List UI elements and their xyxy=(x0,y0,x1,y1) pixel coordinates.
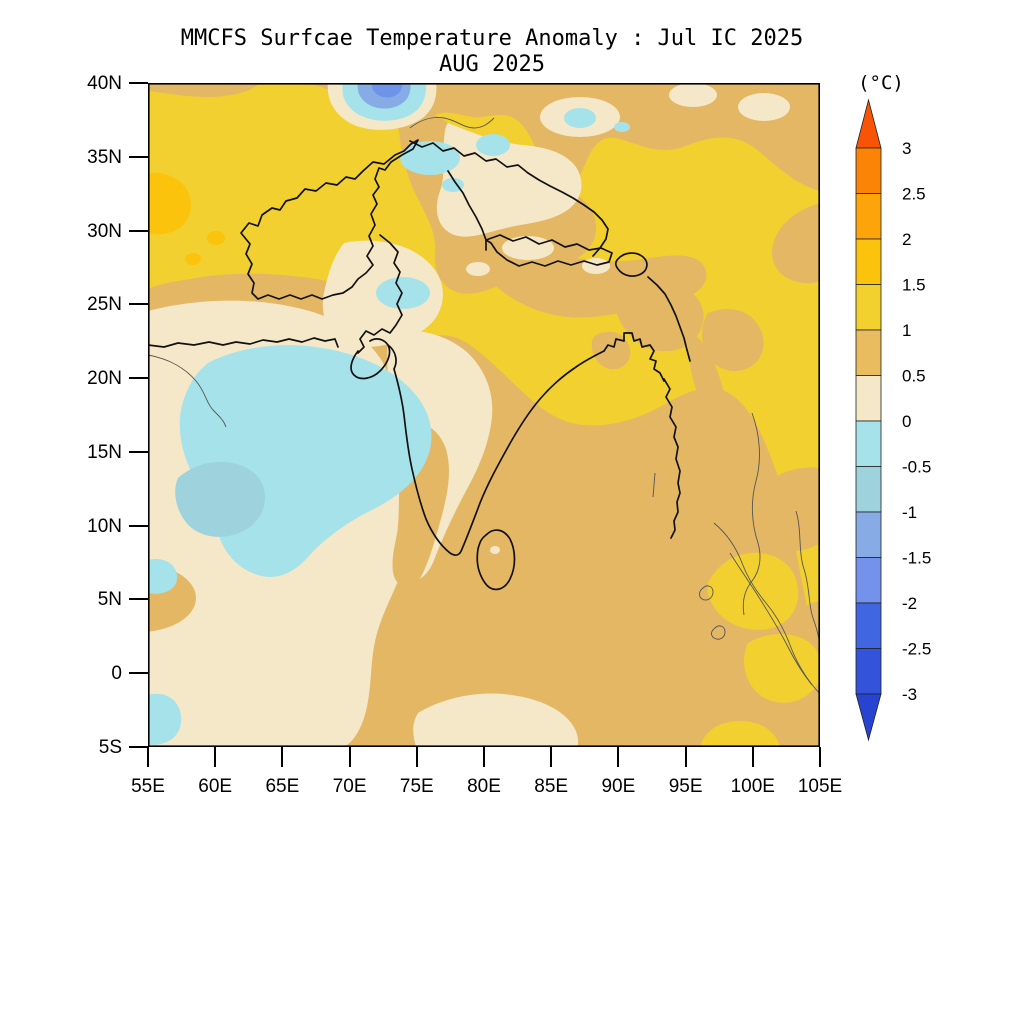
colorbar-level-label: -2 xyxy=(902,594,917,613)
lat-tick xyxy=(129,82,148,84)
colorbar-level-label: -1 xyxy=(902,503,917,522)
figure-title-block: MMCFS Surfcae Temperature Anomaly : Jul … xyxy=(130,26,854,78)
lat-tick xyxy=(129,377,148,380)
lat-tick-label: 10N xyxy=(87,515,122,537)
lon-tick-label: 60E xyxy=(198,776,233,797)
lon-tick-label: 85E xyxy=(534,776,569,797)
lat-tick xyxy=(129,598,148,601)
colorbar-segment xyxy=(855,329,882,376)
lon-tick-label: 65E xyxy=(265,776,300,797)
coastline-layer xyxy=(148,139,691,591)
lat-tick-label: 5N xyxy=(97,589,122,611)
colorbar-level-label: -3 xyxy=(902,685,917,704)
lon-tick-label: 100E xyxy=(730,776,775,797)
lat-tick xyxy=(129,155,148,158)
colorbar-level-label: 3 xyxy=(902,139,911,158)
lon-tick-label: 95E xyxy=(668,776,703,797)
colorbar-segment xyxy=(855,602,882,649)
colorbar-level-label: -1.5 xyxy=(902,549,931,568)
colorbar-segment xyxy=(855,98,882,149)
lon-tick-label: 80E xyxy=(467,776,501,797)
lon-tick-label: 55E xyxy=(131,776,165,797)
lat-tick-label: 30N xyxy=(87,220,122,242)
lon-tick xyxy=(348,747,351,767)
colorbar-svg: 3 2.5 2 1.5 1 0.5 0 -0.5 -1 -1.5 -2 -2.5 -3 xyxy=(855,98,931,742)
lat-tick-label: 25N xyxy=(87,294,122,316)
lon-tick-label: 75E xyxy=(399,776,434,797)
lon-tick xyxy=(684,747,687,767)
lat-tick xyxy=(129,672,148,675)
lon-tick-label: 105E xyxy=(797,776,843,797)
map-frame-border xyxy=(148,83,820,747)
colorbar-level-label: 2.5 xyxy=(902,185,926,204)
lon-tick xyxy=(617,747,620,767)
figure-title-line2: AUG 2025 xyxy=(439,52,545,77)
lat-tick-label: 40N xyxy=(87,73,122,94)
colorbar-level-label: 1.5 xyxy=(902,276,926,295)
colorbar-segment xyxy=(855,284,882,331)
colorbar-segment xyxy=(855,193,882,240)
colorbar-level-label: -0.5 xyxy=(902,458,931,477)
lon-tick xyxy=(819,747,821,767)
colorbar-unit-label: (°C) xyxy=(858,72,904,94)
colorbar-segment xyxy=(855,648,882,695)
colorbar-segment xyxy=(855,420,882,467)
lat-tick xyxy=(129,303,148,306)
colorbar-segment xyxy=(855,511,882,558)
colorbar-segment xyxy=(855,375,882,422)
lat-tick-label: 0 xyxy=(111,663,122,685)
lon-tick xyxy=(550,747,553,767)
lon-tick xyxy=(483,747,485,767)
anomaly-map-panel xyxy=(148,83,820,747)
colorbar-level-label: 0 xyxy=(902,412,911,431)
colorbar-segment xyxy=(855,466,882,513)
colorbar-level-label: 0.5 xyxy=(902,367,926,386)
lon-tick xyxy=(415,747,418,767)
lon-tick xyxy=(147,747,149,767)
lon-tick xyxy=(214,747,217,767)
colorbar-segment xyxy=(855,147,882,194)
anomaly-fill-layers xyxy=(148,83,820,747)
lon-tick xyxy=(281,747,284,767)
lat-tick-label: 35N xyxy=(87,146,122,168)
figure-title-line1: MMCFS Surfcae Temperature Anomaly : Jul … xyxy=(180,26,804,51)
colorbar-level-label: -2.5 xyxy=(902,640,931,659)
lon-tick xyxy=(751,747,754,767)
lat-tick-label: 20N xyxy=(87,368,122,390)
colorbar-segment xyxy=(855,557,882,604)
thin-border-layer xyxy=(148,117,820,695)
lat-tick xyxy=(129,450,148,453)
lat-tick xyxy=(129,746,148,748)
colorbar-level-label: 2 xyxy=(902,230,911,249)
colorbar-segment xyxy=(855,693,882,742)
lat-tick xyxy=(129,229,148,232)
anomaly-map-svg xyxy=(148,83,820,747)
lat-tick-label: 15N xyxy=(87,441,122,463)
lat-tick xyxy=(129,524,148,527)
lon-tick-label: 90E xyxy=(601,776,636,797)
colorbar-level-label: 1 xyxy=(902,321,911,340)
lon-tick-label: 70E xyxy=(332,776,367,797)
colorbar-segment xyxy=(855,238,882,285)
colorbar: 3 2.5 2 1.5 1 0.5 0 -0.5 -1 -1.5 -2 -2.5 -3 xyxy=(848,90,978,760)
lat-tick-label: 5S xyxy=(98,737,122,758)
